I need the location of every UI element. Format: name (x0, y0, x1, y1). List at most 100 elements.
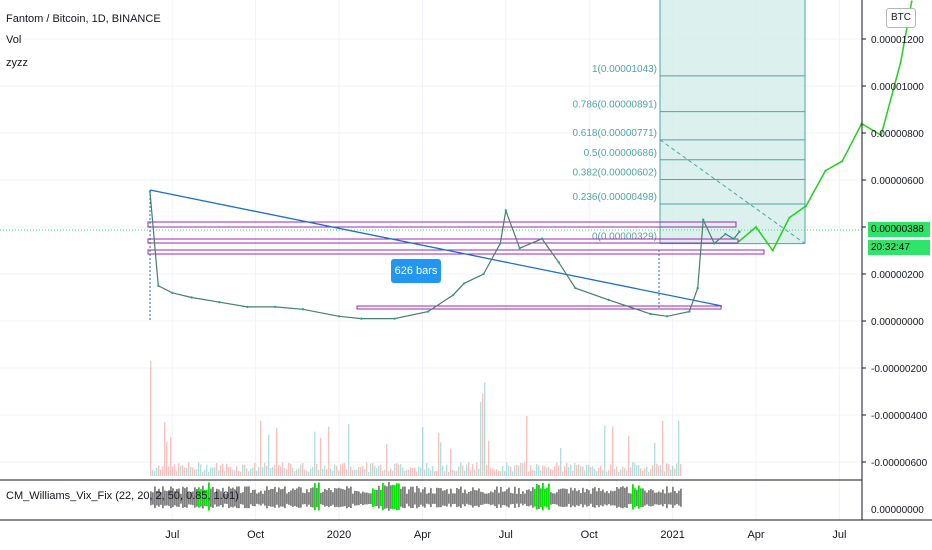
volume-bar (494, 470, 496, 476)
vix-bar (498, 492, 500, 505)
volume-bar (338, 470, 340, 476)
vix-bar (530, 491, 532, 506)
vix-bar (554, 493, 556, 504)
volume-bar (446, 464, 448, 476)
volume-bar (254, 462, 256, 476)
volume-bar (588, 465, 590, 476)
vix-bar (162, 486, 164, 509)
volume-bar (482, 393, 484, 476)
vix-bar (222, 487, 224, 508)
vix-bar (404, 486, 406, 509)
y-tick-label: 0.00001000 (871, 82, 924, 93)
vix-bar (302, 492, 304, 505)
down-trendline (149, 189, 723, 307)
volume-bar (328, 426, 330, 476)
y-tick-label: 0.00000200 (871, 270, 924, 281)
vix-bar (232, 487, 234, 508)
vix-bar (372, 488, 374, 508)
vix-bar (276, 492, 278, 505)
currency-button[interactable]: BTC (886, 8, 916, 28)
fib-level-label: 0.5(0.00000686) (584, 148, 657, 159)
vix-bar (614, 490, 616, 506)
vix-bar (542, 482, 544, 511)
volume-bar (320, 437, 322, 476)
vix-bar (668, 492, 670, 505)
vix-bar (242, 492, 244, 505)
volume-bar (396, 463, 398, 476)
price-point (393, 317, 396, 320)
volume-bar (170, 436, 172, 476)
volume-bar (440, 442, 442, 476)
vix-bar (600, 491, 602, 506)
vix-bar (296, 488, 298, 507)
vix-bar (308, 492, 310, 505)
volume-bar (478, 468, 480, 476)
vix-bar (508, 487, 510, 508)
volume-bar (616, 466, 618, 476)
volume-bar (464, 470, 466, 476)
volume-bar (428, 467, 430, 476)
volume-bar (498, 470, 500, 476)
vix-bar (610, 490, 612, 506)
volume-bar (316, 463, 318, 476)
vix-bar (438, 488, 440, 508)
x-tick-label: Jul (165, 529, 179, 541)
volume-bar (520, 462, 522, 476)
volume-bar (472, 464, 474, 476)
volume-bar (650, 469, 652, 476)
volume-bar (610, 464, 612, 476)
volume-bar (500, 471, 502, 476)
vix-bar (444, 490, 446, 506)
vix-bar (252, 490, 254, 506)
volume-bar (324, 465, 326, 476)
vix-bar (572, 490, 574, 506)
volume-bar (346, 469, 348, 476)
volume-bar (452, 469, 454, 476)
volume-bar (352, 470, 354, 476)
volume-bar (340, 464, 342, 476)
volume-bar (378, 466, 380, 476)
vix-bar (250, 492, 252, 505)
vix-bar (638, 485, 640, 509)
vix-bar (316, 488, 318, 508)
vix-bar (220, 491, 222, 506)
volume-bar (380, 464, 382, 476)
vix-bar (536, 484, 538, 510)
vix-bar (322, 491, 324, 505)
volume-bar (312, 467, 314, 476)
vix-bar (504, 491, 506, 506)
vix-bar (526, 489, 528, 507)
volume-bar (332, 470, 334, 476)
vix-bar (432, 493, 434, 504)
volume-bar (266, 465, 268, 476)
vix-bar (566, 489, 568, 507)
volume-bar (602, 470, 604, 476)
vix-bar (158, 488, 160, 507)
volume-bar (582, 466, 584, 476)
fib-trend-dashed (659, 139, 806, 245)
x-tick-label: Jul (832, 529, 846, 541)
volume-bar (456, 471, 458, 476)
vix-bar (534, 489, 536, 507)
volume-bar (326, 469, 328, 476)
vix-bar (266, 486, 268, 509)
price-series (148, 0, 913, 320)
vix-bar (274, 486, 276, 508)
projection-point (738, 240, 741, 243)
volume-bar (502, 466, 504, 476)
volume-bar (244, 464, 246, 476)
volume-bar (152, 469, 154, 476)
y-tick-label: 0.00001200 (871, 35, 924, 46)
volume-bar (470, 470, 472, 476)
vix-bar (620, 487, 622, 508)
volume-bar (406, 469, 408, 476)
vix-indicator (150, 482, 682, 511)
volume-bar (360, 467, 362, 476)
vix-bar (356, 491, 358, 506)
vix-bar (460, 486, 462, 509)
vix-bar (648, 490, 650, 506)
volume-bar (408, 469, 410, 476)
volume-bar (438, 433, 440, 476)
volume-bar (666, 463, 668, 476)
